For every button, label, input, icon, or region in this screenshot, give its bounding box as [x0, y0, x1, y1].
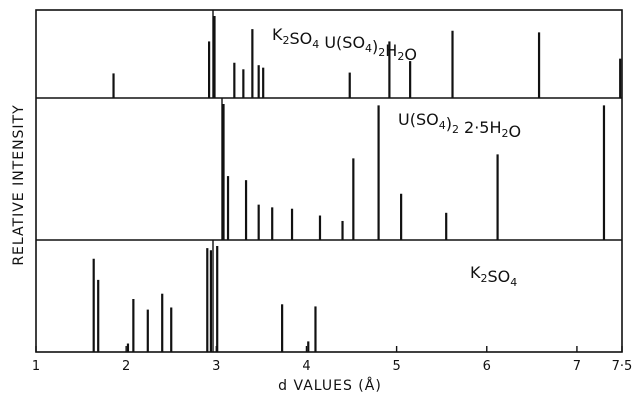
label-text: K: [272, 25, 283, 44]
label-subscript: 2: [378, 46, 385, 59]
label-subscript: 2: [502, 127, 509, 140]
label-subscript: 4: [439, 119, 446, 132]
label-subscript: 2: [452, 123, 459, 136]
label-text: O: [509, 122, 522, 141]
label-subscript: 2: [481, 272, 488, 285]
x-tick-label: 3: [212, 359, 220, 374]
label-text: ): [372, 37, 378, 56]
label-text: 2·5H: [459, 118, 502, 137]
label-text: K: [470, 263, 481, 282]
label-text: H: [385, 41, 397, 60]
x-tick-label: 7: [573, 359, 581, 374]
label-text: O: [404, 45, 417, 64]
plot-frame: [35, 9, 623, 353]
label-text: SO: [488, 267, 511, 286]
label-text: ): [446, 114, 452, 133]
label-subscript: 4: [510, 276, 517, 289]
x-axis-ticks: 1 2 3 4 5 6 7 7·5: [32, 346, 632, 374]
x-tick-label: 5: [392, 359, 400, 374]
y-axis-title: RELATIVE INTENSITY: [11, 104, 27, 265]
label-text: U(SO: [319, 33, 365, 52]
x-tick-label: 7·5: [612, 359, 633, 374]
label-text: U(SO: [398, 110, 439, 129]
x-tick-label: 6: [483, 359, 491, 374]
x-tick-label: 4: [302, 359, 310, 374]
x-axis-title: d VALUES (Å): [278, 377, 382, 394]
label-subscript: 4: [312, 38, 319, 51]
x-tick-label: 2: [122, 359, 130, 374]
label-subscript: 4: [365, 42, 372, 55]
label-text: SO: [290, 29, 313, 48]
x-tick-label: 1: [32, 359, 40, 374]
label-subscript: 2: [397, 50, 404, 63]
panel-frames: [35, 9, 623, 353]
label-subscript: 2: [283, 34, 290, 47]
panel-label: U(SO4)2 2·5H2O: [398, 110, 521, 141]
panel-label: K2SO4: [470, 263, 517, 289]
panel-label: K2SO4 U(SO4)2H2O: [272, 25, 417, 64]
peak-lines: [92, 16, 622, 352]
